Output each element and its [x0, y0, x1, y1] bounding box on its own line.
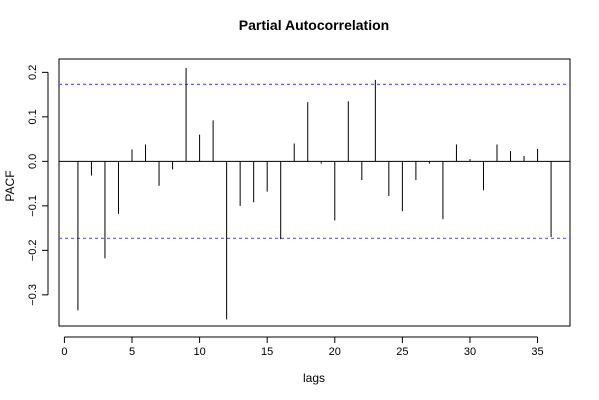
x-tick-label: 30 — [464, 346, 476, 358]
x-axis: 0 5 10 15 20 25 30 35 — [61, 336, 544, 358]
y-tick-label: 0.0 — [27, 154, 39, 169]
x-tick-label: 5 — [129, 346, 135, 358]
x-tick-label: 15 — [261, 346, 273, 358]
chart-title: Partial Autocorrelation — [239, 17, 389, 33]
y-tick-label: −0.1 — [27, 195, 39, 217]
pacf-bars — [77, 67, 552, 320]
y-axis-label: PACF — [3, 170, 17, 201]
y-tick-label: 0.2 — [27, 65, 39, 80]
x-tick-label: 0 — [61, 346, 67, 358]
x-tick-label: 25 — [396, 346, 408, 358]
y-tick-label: −0.2 — [27, 239, 39, 261]
x-tick-label: 10 — [193, 346, 205, 358]
x-tick-label: 20 — [329, 346, 341, 358]
y-tick-label: 0.1 — [27, 109, 39, 124]
x-tick-label: 35 — [531, 346, 543, 358]
y-tick-label: −0.3 — [27, 284, 39, 306]
y-axis: −0.3 −0.2 −0.1 0.0 0.1 0.2 — [27, 65, 49, 306]
plot-frame — [58, 58, 571, 327]
x-axis-label: lags — [303, 371, 325, 385]
confidence-band — [59, 83, 570, 239]
